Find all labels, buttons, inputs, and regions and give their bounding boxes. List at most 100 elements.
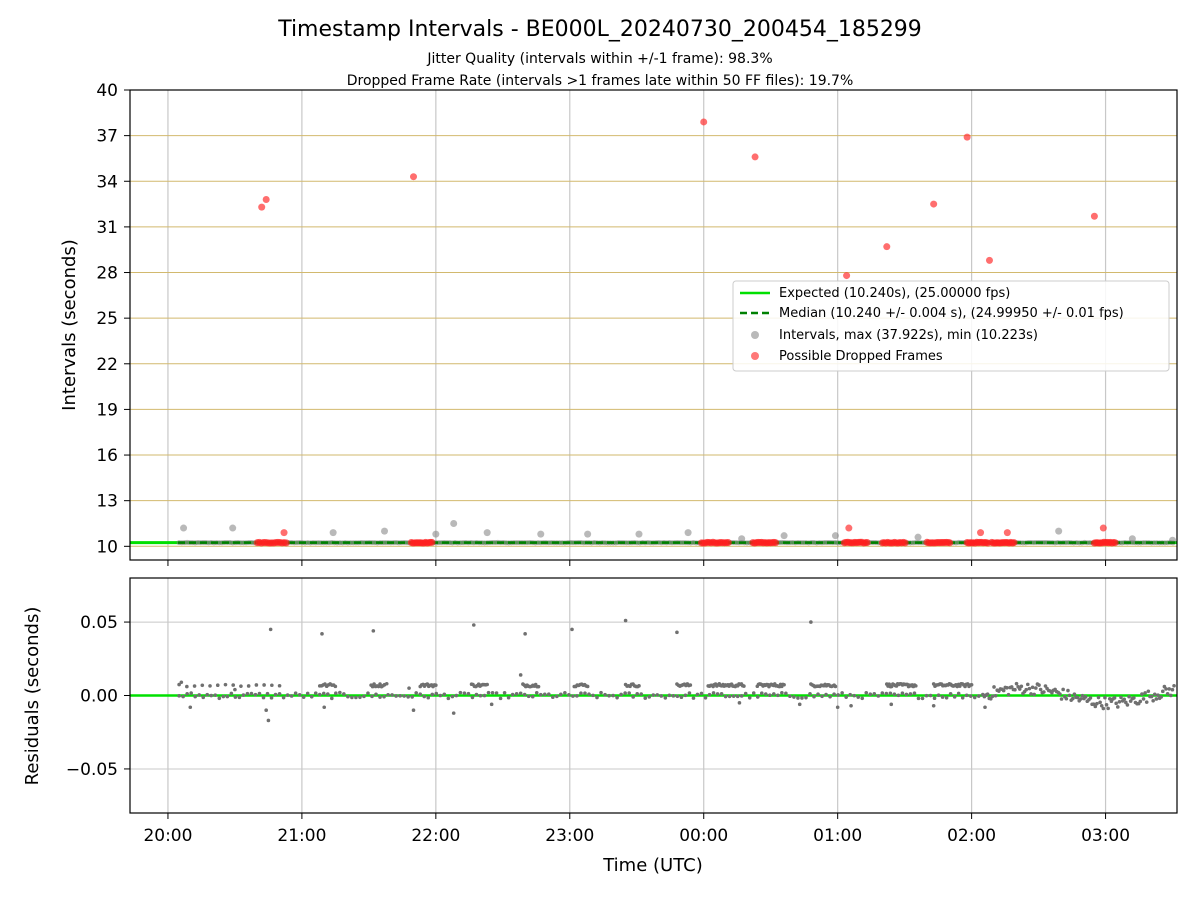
residual-point <box>1030 685 1035 690</box>
residual-point <box>189 691 193 695</box>
residual-point <box>687 691 692 695</box>
residual-point <box>185 684 189 689</box>
residual-point <box>1083 695 1088 699</box>
residual-point <box>1152 692 1157 697</box>
residual-point <box>526 694 531 699</box>
top-y-tick-label: 22 <box>96 355 118 375</box>
residual-point <box>808 691 812 696</box>
residual-point <box>265 691 270 696</box>
residual-point <box>587 692 591 696</box>
residual-point <box>289 694 294 698</box>
residual-point <box>1141 697 1146 701</box>
residual-point <box>386 692 390 697</box>
residual-point <box>1119 695 1123 700</box>
x-tick-label: 21:00 <box>277 826 326 846</box>
residual-point <box>514 692 519 696</box>
residual-point <box>277 683 282 688</box>
residual-point <box>948 691 953 696</box>
residual-point <box>188 705 193 710</box>
residual-point <box>816 692 820 696</box>
dropped-frame-point <box>863 538 871 546</box>
residual-point <box>856 695 861 699</box>
residual-point <box>788 694 792 699</box>
residual-point <box>603 692 607 697</box>
residual-point <box>205 692 210 697</box>
top-y-tick-label: 16 <box>96 446 118 466</box>
residual-point <box>502 691 507 695</box>
residual-point <box>450 694 455 699</box>
interval-point <box>483 529 491 537</box>
residual-point <box>904 692 909 697</box>
residual-point <box>711 691 716 695</box>
dropped-frame-point <box>724 539 732 547</box>
residual-point <box>489 702 494 707</box>
residual-point <box>1114 701 1118 706</box>
residual-point <box>209 693 214 698</box>
residual-point <box>390 693 394 697</box>
residual-point <box>607 693 611 698</box>
residual-point <box>320 632 324 636</box>
dropped-frame-point <box>977 529 985 537</box>
top-panel-x-ticks <box>167 560 1107 566</box>
interval-point <box>914 533 922 541</box>
residual-point <box>422 694 427 699</box>
top-panel-series <box>130 118 1177 547</box>
top-y-tick-label: 28 <box>96 264 118 284</box>
residual-point <box>792 695 796 699</box>
residual-point <box>820 694 824 699</box>
residual-point <box>1066 688 1070 693</box>
residual-point <box>254 683 259 687</box>
residual-point <box>1070 696 1075 701</box>
residual-point <box>804 695 808 700</box>
bottom-y-tick-label: 0.00 <box>80 687 118 707</box>
residual-point <box>451 711 456 715</box>
dropped-frame-point <box>963 133 971 141</box>
residual-point <box>486 690 491 695</box>
residual-point <box>591 693 595 698</box>
residual-point <box>637 684 641 688</box>
residual-point <box>297 693 302 697</box>
residual-point <box>1067 693 1072 698</box>
residual-point <box>884 691 889 696</box>
residual-point <box>715 692 720 696</box>
residual-point <box>737 701 742 705</box>
dropped-frame-point <box>282 539 290 547</box>
bottom-y-axis-label: Residuals (seconds) <box>22 607 43 786</box>
residual-point <box>470 695 475 700</box>
residual-point <box>1149 694 1154 699</box>
residual-point <box>731 694 736 698</box>
residual-point <box>1161 689 1165 694</box>
dropped-frame-point <box>845 524 853 532</box>
residual-point <box>659 694 664 698</box>
residual-point <box>1093 704 1098 709</box>
residual-point <box>703 696 708 700</box>
residual-point <box>940 695 945 699</box>
residual-point <box>743 691 748 696</box>
residual-point <box>215 683 220 688</box>
dropped-frame-point <box>751 153 759 161</box>
interval-point <box>180 524 188 532</box>
residual-point <box>1103 695 1107 700</box>
residual-point <box>494 691 499 695</box>
residual-point <box>960 695 965 700</box>
residual-point <box>1169 693 1173 698</box>
residual-point <box>225 694 230 699</box>
residual-point <box>530 694 535 699</box>
dropped-frame-point <box>280 529 288 537</box>
x-axis-label: Time (UTC) <box>602 855 703 876</box>
residual-point <box>719 692 724 696</box>
interval-point <box>329 529 337 537</box>
residual-point <box>330 696 334 701</box>
residual-point <box>812 694 816 699</box>
residual-point <box>840 691 844 695</box>
residual-point <box>679 695 684 700</box>
interval-point <box>1128 535 1136 543</box>
residual-point <box>277 691 282 696</box>
residual-point <box>916 696 921 701</box>
residual-point <box>1025 682 1030 687</box>
bottom-panel-y-ticks: 0.05 0.00 −0.05 <box>66 613 130 780</box>
residual-point <box>1024 687 1028 692</box>
residual-point <box>193 694 197 699</box>
residual-point <box>1101 706 1106 711</box>
residual-point <box>776 693 780 698</box>
